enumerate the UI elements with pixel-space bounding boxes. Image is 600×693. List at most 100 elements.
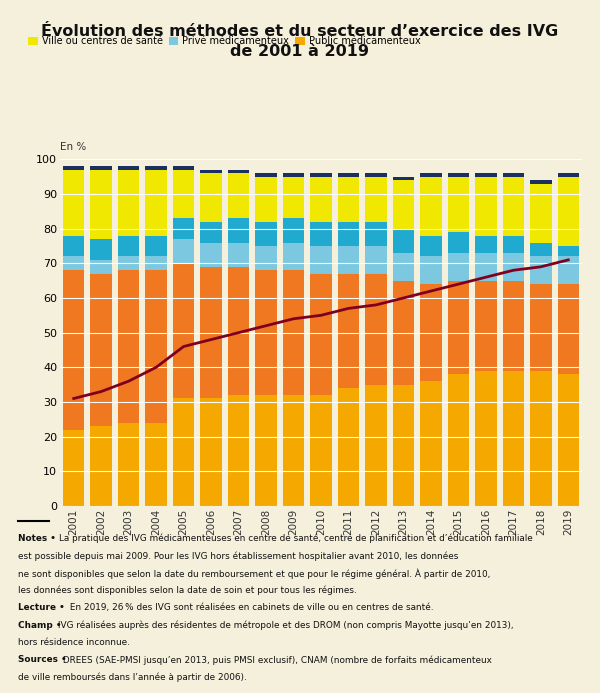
Bar: [530, 180, 551, 184]
Bar: [283, 395, 304, 506]
Bar: [503, 281, 524, 371]
Bar: [448, 232, 469, 253]
Bar: [448, 177, 469, 232]
Bar: [145, 170, 167, 236]
Bar: [393, 180, 414, 229]
Bar: [420, 177, 442, 236]
Bar: [173, 263, 194, 398]
Text: IVG réalisées auprès des résidentes de métropole et des DROM (non compris Mayott: IVG réalisées auprès des résidentes de m…: [55, 620, 513, 630]
Bar: [503, 177, 524, 236]
Bar: [420, 236, 442, 256]
Bar: [256, 222, 277, 246]
Bar: [420, 256, 442, 284]
Text: Notes •: Notes •: [18, 534, 56, 543]
Bar: [365, 177, 386, 222]
Text: de ville remboursés dans l’année à partir de 2006).: de ville remboursés dans l’année à parti…: [18, 672, 247, 682]
Bar: [310, 177, 332, 222]
Bar: [173, 218, 194, 239]
Text: Lecture •: Lecture •: [18, 603, 65, 612]
Bar: [475, 173, 497, 177]
Bar: [420, 284, 442, 381]
Bar: [256, 270, 277, 395]
Bar: [173, 398, 194, 506]
Bar: [448, 253, 469, 281]
Text: est possible depuis mai 2009. Pour les IVG hors établissement hospitalier avant : est possible depuis mai 2009. Pour les I…: [18, 551, 458, 561]
Bar: [118, 270, 139, 423]
Bar: [173, 170, 194, 218]
Bar: [228, 243, 249, 267]
Bar: [63, 270, 85, 430]
Bar: [475, 371, 497, 506]
Bar: [91, 426, 112, 506]
Bar: [173, 166, 194, 170]
Bar: [256, 246, 277, 270]
Text: En 2019, 26 % des IVG sont réalisées en cabinets de ville ou en centres de santé: En 2019, 26 % des IVG sont réalisées en …: [67, 603, 434, 612]
Bar: [338, 222, 359, 246]
Bar: [173, 239, 194, 263]
Text: Évolution des méthodes et du secteur d’exercice des IVG
de 2001 à 2019: Évolution des méthodes et du secteur d’e…: [41, 24, 559, 59]
Bar: [145, 256, 167, 270]
Bar: [145, 270, 167, 423]
Bar: [200, 170, 222, 173]
Bar: [283, 218, 304, 243]
Bar: [91, 274, 112, 426]
Bar: [310, 395, 332, 506]
Bar: [365, 222, 386, 246]
Bar: [557, 246, 579, 256]
Bar: [475, 236, 497, 253]
Bar: [310, 222, 332, 246]
Bar: [283, 173, 304, 177]
Text: La pratique des IVG médicamenteuses en centre de santé, centre de planification : La pratique des IVG médicamenteuses en c…: [59, 534, 532, 543]
Bar: [200, 267, 222, 398]
Bar: [365, 385, 386, 506]
Bar: [475, 281, 497, 371]
Bar: [530, 243, 551, 256]
Bar: [200, 398, 222, 506]
Bar: [283, 243, 304, 270]
Bar: [256, 173, 277, 177]
Bar: [338, 388, 359, 506]
Bar: [503, 253, 524, 281]
Text: Sources •: Sources •: [18, 655, 67, 664]
Bar: [63, 256, 85, 270]
Bar: [118, 236, 139, 256]
Bar: [393, 385, 414, 506]
Bar: [145, 236, 167, 256]
Bar: [118, 166, 139, 170]
Bar: [420, 173, 442, 177]
Bar: [393, 229, 414, 253]
Text: Champ •: Champ •: [18, 620, 62, 629]
Bar: [228, 170, 249, 173]
Bar: [557, 284, 579, 374]
Bar: [365, 173, 386, 177]
Bar: [91, 260, 112, 274]
Bar: [557, 173, 579, 177]
Bar: [118, 423, 139, 506]
Bar: [503, 173, 524, 177]
Bar: [338, 274, 359, 388]
Bar: [310, 246, 332, 274]
Bar: [530, 371, 551, 506]
Bar: [448, 374, 469, 506]
Bar: [228, 267, 249, 395]
Bar: [393, 177, 414, 180]
Bar: [63, 170, 85, 236]
Legend: Ville ou centres de santé, Privé médicamenteux, Public médicamenteux: Ville ou centres de santé, Privé médicam…: [28, 36, 421, 46]
Bar: [63, 430, 85, 506]
Bar: [145, 166, 167, 170]
Bar: [228, 173, 249, 218]
Bar: [393, 253, 414, 281]
Bar: [530, 256, 551, 284]
Bar: [557, 177, 579, 246]
Bar: [338, 177, 359, 222]
Bar: [118, 170, 139, 236]
Bar: [118, 256, 139, 270]
Bar: [448, 281, 469, 374]
Bar: [530, 284, 551, 371]
Text: En %: En %: [60, 143, 86, 152]
Bar: [475, 177, 497, 236]
Bar: [63, 166, 85, 170]
Bar: [200, 173, 222, 222]
Bar: [557, 374, 579, 506]
Bar: [91, 239, 112, 260]
